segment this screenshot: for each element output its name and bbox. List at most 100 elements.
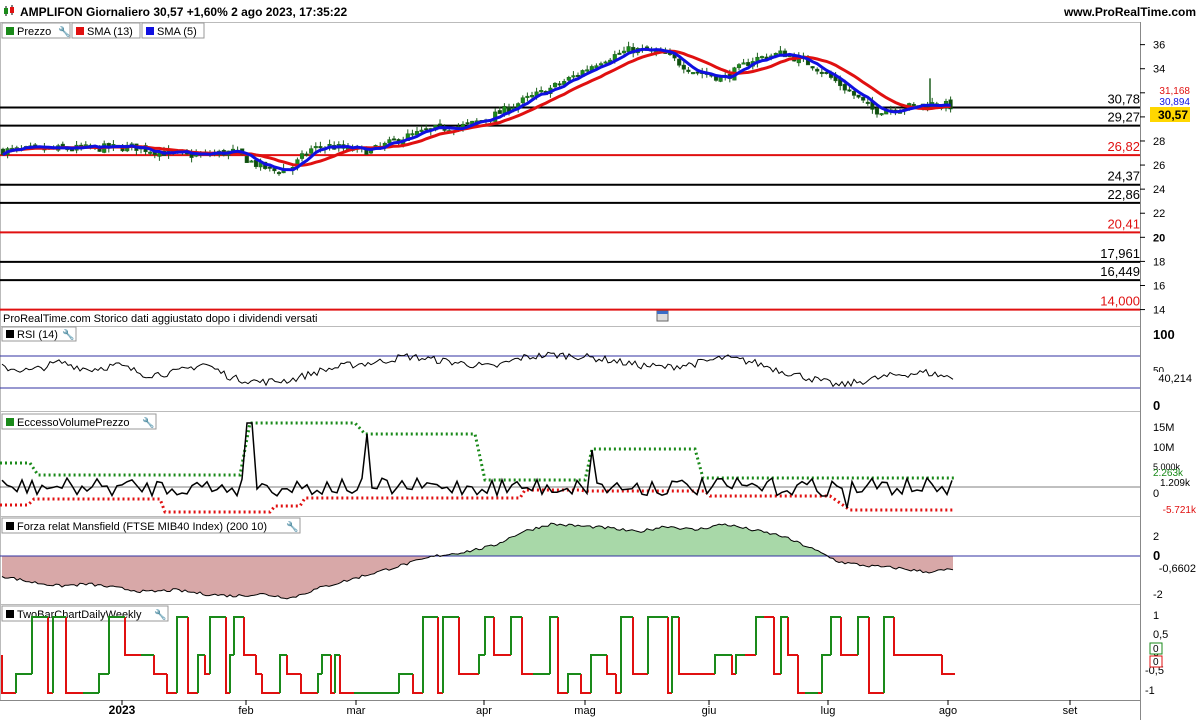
- wrench-icon[interactable]: 🔧: [58, 25, 70, 38]
- evp-red-value: -5.721k: [1163, 505, 1197, 516]
- candle-body: [525, 95, 530, 98]
- mansfield-wrench-icon[interactable]: 🔧: [286, 520, 298, 533]
- x-label-ago: ago: [939, 705, 957, 717]
- rsi-wrench-icon[interactable]: 🔧: [62, 328, 74, 341]
- twobar-value-1: 0: [1153, 644, 1159, 655]
- candle-body: [686, 69, 691, 72]
- price-tick-14: 14: [1153, 305, 1165, 317]
- rsi-line: [1, 351, 954, 388]
- x-axis: 2023 feb mar apr mag giu lug ago set: [0, 700, 1140, 717]
- candle-logo-icon: [4, 5, 14, 16]
- candle-body: [819, 71, 824, 74]
- prezzo-swatch-icon: [6, 27, 14, 35]
- legend-rsi-button[interactable]: [1, 326, 77, 342]
- candle-body: [810, 66, 815, 69]
- candle-body: [741, 62, 746, 65]
- candle-body: [410, 133, 415, 136]
- twobar-tick-1: 1: [1153, 610, 1159, 622]
- legend-evp-button[interactable]: [1, 413, 157, 430]
- price-tick-22: 22: [1153, 208, 1165, 220]
- legend-prezzo-label: Prezzo: [17, 26, 51, 38]
- x-label-giu: giu: [702, 705, 717, 717]
- twobar-swatch-icon: [6, 610, 14, 618]
- legend-rsi-label: RSI (14): [17, 329, 58, 341]
- twobar-tick-neg05: -0,5: [1145, 665, 1164, 677]
- candle-body: [309, 148, 314, 154]
- x-label-2023: 2023: [109, 703, 136, 717]
- candle-body: [690, 72, 696, 75]
- twobar-tick-neg1: -1: [1145, 685, 1155, 697]
- legend-mansfield-button[interactable]: [1, 517, 301, 534]
- legend-twobar-label: TwoBarChartDailyWeekly: [17, 609, 142, 621]
- mansfield-legend: Forza relat Mansfield (FTSE MIB40 Index)…: [1, 517, 301, 534]
- price-tick-26: 26: [1153, 160, 1165, 172]
- mansfield-tick-2: 2: [1153, 531, 1159, 543]
- twobar-y-axis: 1 0,5 0 -0,5 -1 0 0: [1145, 610, 1168, 697]
- mansfield-tick-0: 0: [1153, 548, 1160, 563]
- price-tick-18: 18: [1153, 256, 1165, 268]
- sma13-value-label: 31,168: [1159, 86, 1190, 97]
- candle-body: [856, 94, 861, 98]
- price-tick-36: 36: [1153, 40, 1165, 52]
- x-label-lug: lug: [821, 705, 836, 717]
- evp-tick-0: 0: [1153, 488, 1159, 500]
- sma13-swatch-icon: [76, 27, 84, 35]
- mansfield-positive-area: [2, 523, 953, 556]
- price-tick-28: 28: [1153, 136, 1165, 148]
- legend-sma13-button[interactable]: [71, 22, 141, 39]
- rsi-legend: RSI (14) 🔧: [1, 326, 77, 342]
- candle-body: [148, 151, 153, 154]
- twobar-red-line: [1, 616, 955, 694]
- candle-body: [318, 146, 323, 149]
- candle-body: [736, 64, 742, 69]
- level-label-7: 16,449: [1100, 264, 1140, 279]
- evp-wrench-icon[interactable]: 🔧: [142, 416, 154, 429]
- candle-body: [626, 46, 631, 53]
- level-label-1: 29,27: [1107, 110, 1140, 125]
- candle-body: [815, 68, 820, 72]
- mansfield-value-label: -0,6602: [1159, 563, 1196, 575]
- candle-body: [911, 103, 916, 106]
- candle-body: [419, 129, 424, 132]
- evp-tick-10m: 10M: [1153, 442, 1174, 454]
- candle-body: [437, 123, 443, 126]
- legend-sma5-label: SMA (5): [157, 26, 197, 38]
- x-label-apr: apr: [476, 705, 492, 717]
- candle-body: [391, 138, 397, 141]
- candle-body: [677, 58, 682, 66]
- candle-body: [529, 95, 535, 98]
- candle-body: [861, 96, 866, 101]
- x-label-feb: feb: [238, 705, 253, 717]
- candle-body: [824, 71, 829, 74]
- legend-sma5-button[interactable]: [141, 22, 205, 39]
- level-label-3: 24,37: [1107, 169, 1140, 184]
- candle-body: [520, 97, 525, 104]
- candle-body: [681, 64, 686, 70]
- x-label-mag: mag: [574, 705, 595, 717]
- evp-tick-5000k: 5.000k: [1153, 462, 1181, 472]
- panel-frames: [0, 22, 1141, 720]
- candle-body: [557, 83, 562, 86]
- twobar-wrench-icon[interactable]: 🔧: [154, 608, 166, 621]
- level-label-0: 30,78: [1107, 91, 1140, 106]
- level-label-8: 14,000: [1100, 294, 1140, 309]
- candle-body: [598, 63, 604, 66]
- price-legend: Prezzo 🔧 SMA (13) SMA (5): [1, 22, 205, 39]
- x-axis-ticks: [121, 700, 1071, 705]
- rsi-swatch-icon: [6, 330, 14, 338]
- candle-body: [465, 122, 470, 125]
- level-label-5: 20,41: [1107, 216, 1140, 231]
- price-tick-16: 16: [1153, 280, 1165, 292]
- candle-body: [585, 69, 590, 72]
- price-tick-20: 20: [1153, 232, 1165, 244]
- sma5-swatch-icon: [146, 27, 154, 35]
- legend-evp-label: EccessoVolumePrezzo: [17, 417, 130, 429]
- twobar-tick-05: 0,5: [1153, 629, 1168, 641]
- calendar-icon[interactable]: [656, 310, 669, 322]
- level-label-6: 17,961: [1100, 246, 1140, 261]
- chart-title: AMPLIFON Giornaliero 30,57 +1,60% 2 ago …: [20, 5, 347, 19]
- rsi-tick-50: 50: [1153, 366, 1165, 377]
- candle-body: [865, 101, 870, 104]
- legend-prezzo-button[interactable]: [1, 22, 71, 39]
